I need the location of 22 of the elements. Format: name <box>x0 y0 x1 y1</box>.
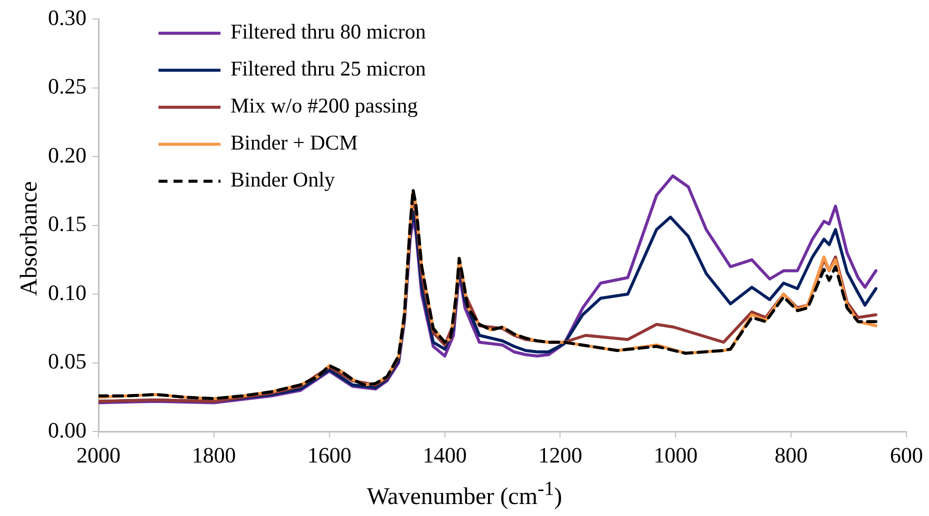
y-tick-label: 0.20 <box>48 142 86 168</box>
x-axis-title: Wavenumber (cm$^{-1}$) <box>366 478 564 511</box>
y-tick-label: 0.30 <box>48 4 86 30</box>
x-tick-label: 1800 <box>192 442 236 468</box>
y-tick-label: 0.15 <box>48 211 86 236</box>
legend-label: Binder Only <box>230 168 336 192</box>
x-tick-label: 600 <box>890 442 923 468</box>
x-tick-label: 2000 <box>76 442 120 468</box>
x-tick-label: 800 <box>774 442 808 468</box>
y-axis-title: Absorbance <box>16 180 44 298</box>
y-tick-label: 0.25 <box>48 74 86 99</box>
y-tick-label: 0.00 <box>48 417 86 442</box>
y-tick-label: 0.10 <box>48 280 86 305</box>
legend-label: Filtered thru 25 micron <box>230 56 426 81</box>
x-tick-label: 1000 <box>654 442 698 468</box>
x-tick-label: 1200 <box>538 442 582 468</box>
y-tick-label: 0.05 <box>48 348 86 374</box>
x-tick-label: 1400 <box>422 442 467 468</box>
x-tick-label: 1600 <box>307 442 352 468</box>
legend-label: Mix w/o #200 passing <box>230 94 418 118</box>
legend-label: Filtered thru 80 micron <box>230 20 426 44</box>
legend-label: Binder + DCM <box>230 130 358 155</box>
